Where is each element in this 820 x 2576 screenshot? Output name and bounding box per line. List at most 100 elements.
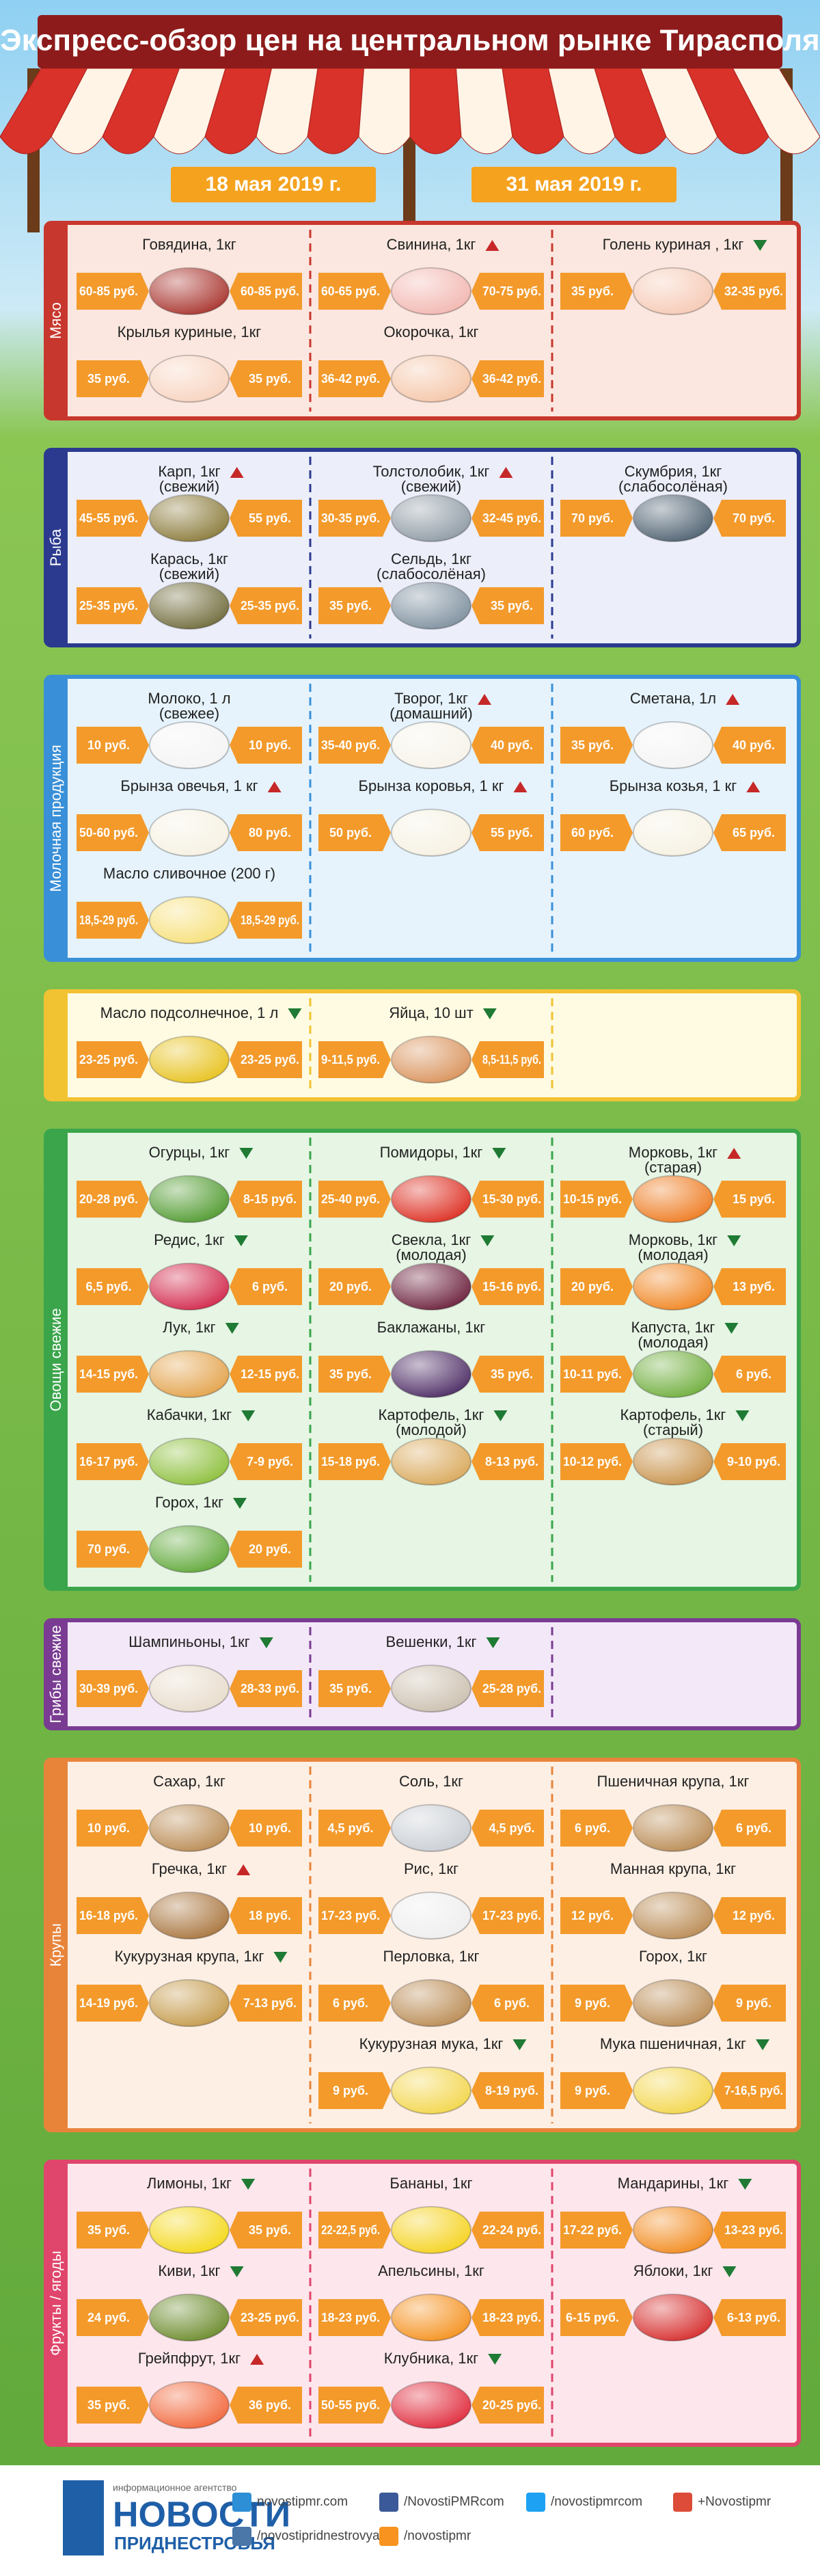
price-old: 20 руб. <box>571 1280 614 1293</box>
product-highlight <box>150 1351 229 1397</box>
price-new: 18 руб. <box>249 1909 291 1922</box>
item-name: Гречка, 1кг <box>152 1860 227 1877</box>
social-link: /novostipridnestrovya <box>257 2529 380 2543</box>
price-old: 35 руб. <box>329 1367 372 1381</box>
item-name: Лук, 1кг <box>163 1319 215 1336</box>
product-highlight <box>150 1263 229 1310</box>
item-name: Манная крупа, 1кг <box>610 1860 736 1877</box>
item-name: Бананы, 1кг <box>390 2175 472 2192</box>
price-old: 24 руб. <box>87 2311 130 2324</box>
item-name: Лимоны, 1кг <box>147 2175 232 2192</box>
section-label: Молочная продукция <box>47 744 64 891</box>
price-old: 17-22 руб. <box>563 2223 622 2237</box>
item-note: (свежий) <box>159 565 219 582</box>
section-label: Овощи свежие <box>47 1309 64 1412</box>
product-highlight <box>633 2207 713 2253</box>
price-new: 36 руб. <box>249 2398 291 2412</box>
product-highlight <box>633 495 713 541</box>
item-name: Масло сливочное (200 г) <box>103 865 275 882</box>
price-old: 22-22,5 руб. <box>321 2223 380 2237</box>
price-new: 7-13 руб. <box>243 1996 297 2010</box>
product-highlight <box>633 1176 713 1222</box>
product-highlight <box>392 722 471 768</box>
awning-stripe <box>359 68 410 154</box>
item-name: Баклажаны, 1кг <box>377 1319 486 1336</box>
price-new: 65 руб. <box>733 826 775 840</box>
product-highlight <box>392 2294 471 2341</box>
price-old: 35-40 руб. <box>321 738 380 752</box>
price-new: 25-35 руб. <box>241 599 299 613</box>
item-note: (старый) <box>643 1421 703 1438</box>
social-icon <box>232 2527 251 2546</box>
product-highlight <box>150 2294 229 2341</box>
price-old: 35 руб. <box>87 372 130 386</box>
item-note: (молодая) <box>638 1246 708 1263</box>
product-highlight <box>150 897 229 943</box>
product-highlight <box>150 1892 229 1939</box>
product-highlight <box>392 1438 471 1485</box>
item-name: Брынза козья, 1 кг <box>610 777 737 794</box>
item-name: Горох, 1кг <box>639 1948 707 1965</box>
product-highlight <box>392 355 471 402</box>
product-highlight <box>633 1805 713 1851</box>
product-highlight <box>150 495 229 541</box>
product-highlight <box>392 582 471 629</box>
product-highlight <box>392 1036 471 1083</box>
price-new: 6 руб. <box>252 1280 288 1293</box>
price-new: 17-23 руб. <box>482 1909 541 1922</box>
price-new: 6 руб. <box>494 1996 530 2010</box>
item-name: Окорочка, 1кг <box>383 323 478 340</box>
price-new: 60-85 руб. <box>241 284 299 298</box>
product-highlight <box>633 722 713 768</box>
social-icon <box>379 2493 398 2512</box>
price-old: 20-28 руб. <box>79 1192 138 1206</box>
price-old: 9-11,5 руб. <box>321 1053 380 1066</box>
price-new: 23-25 руб. <box>241 1053 299 1066</box>
product-highlight <box>150 1438 229 1485</box>
price-old: 10-15 руб. <box>563 1192 622 1206</box>
social-link: +Novostipmr <box>698 2495 771 2509</box>
price-new: 18,5-29 руб. <box>241 913 299 927</box>
price-new: 55 руб. <box>491 826 533 840</box>
item-name: Сметана, 1л <box>630 690 716 707</box>
item-name: Говядина, 1кг <box>142 236 236 253</box>
social-icon <box>673 2493 692 2512</box>
logo-mark <box>63 2480 104 2555</box>
price-old: 9 руб. <box>575 1996 610 2010</box>
item-note: (свежий) <box>401 478 461 495</box>
item-name: Пшеничная крупа, 1кг <box>597 1773 750 1790</box>
price-new: 13-23 руб. <box>724 2223 783 2237</box>
product-highlight <box>392 1176 471 1222</box>
price-new: 15-16 руб. <box>482 1280 541 1293</box>
product-highlight <box>150 1036 229 1083</box>
product-highlight <box>150 2207 229 2253</box>
price-new: 8-15 руб. <box>243 1192 297 1206</box>
item-name: Голень куриная , 1кг <box>603 236 744 253</box>
product-highlight <box>633 1438 713 1485</box>
price-new: 9-10 руб. <box>727 1455 780 1468</box>
item-name: Кукурузная мука, 1кг <box>359 2035 504 2052</box>
price-new: 20-25 руб. <box>482 2398 541 2412</box>
product-highlight <box>633 1892 713 1939</box>
price-old: 25-35 руб. <box>79 599 138 613</box>
product-highlight <box>150 1665 229 1712</box>
item-name: Брынза коровья, 1 кг <box>359 777 504 794</box>
price-old: 70 руб. <box>87 1542 130 1556</box>
price-new: 22-24 руб. <box>482 2223 541 2237</box>
item-name: Яйца, 10 шт <box>389 1004 474 1021</box>
price-old: 14-15 руб. <box>79 1367 138 1381</box>
footer-tagline: информационное агентство <box>113 2482 237 2493</box>
social-link: /novostipmrcom <box>551 2495 642 2509</box>
price-new: 36-42 руб. <box>482 372 541 386</box>
item-note: (молодой) <box>396 1421 467 1438</box>
item-note: (молодая) <box>638 1334 708 1351</box>
price-new: 7-16,5 руб. <box>724 2084 783 2097</box>
item-name: Грейпфрут, 1кг <box>138 2350 241 2367</box>
social-icon <box>232 2493 251 2512</box>
price-old: 18-23 руб. <box>321 2311 380 2324</box>
product-highlight <box>150 722 229 768</box>
item-name: Горох, 1кг <box>155 1494 223 1511</box>
social-icon <box>379 2527 398 2546</box>
